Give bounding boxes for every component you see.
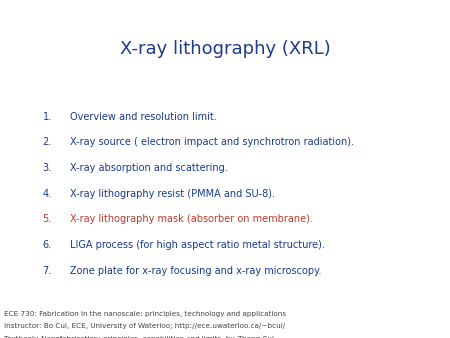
Text: Instructor: Bo Cui, ECE, University of Waterloo; http://ece.uwaterloo.ca/~bcui/: Instructor: Bo Cui, ECE, University of W… (4, 323, 286, 329)
Text: X-ray lithography (XRL): X-ray lithography (XRL) (120, 40, 330, 58)
Text: Zone plate for x-ray focusing and x-ray microscopy.: Zone plate for x-ray focusing and x-ray … (70, 266, 321, 276)
Text: 4.: 4. (43, 189, 52, 199)
Text: ECE 730: Fabrication in the nanoscale: principles, technology and applications: ECE 730: Fabrication in the nanoscale: p… (4, 311, 287, 317)
Text: 1.: 1. (43, 112, 52, 122)
Text: 7.: 7. (42, 266, 52, 276)
Text: X-ray source ( electron impact and synchrotron radiation).: X-ray source ( electron impact and synch… (70, 137, 354, 147)
Text: Textbook: Nanofabrication: principles, capabilities and limits, by Zheng Cui: Textbook: Nanofabrication: principles, c… (4, 336, 274, 338)
Text: 3.: 3. (43, 163, 52, 173)
Text: X-ray absorption and scattering.: X-ray absorption and scattering. (70, 163, 228, 173)
Text: 2.: 2. (42, 137, 52, 147)
Text: Overview and resolution limit.: Overview and resolution limit. (70, 112, 216, 122)
Text: LIGA process (for high aspect ratio metal structure).: LIGA process (for high aspect ratio meta… (70, 240, 324, 250)
Text: 6.: 6. (43, 240, 52, 250)
Text: X-ray lithography resist (PMMA and SU-8).: X-ray lithography resist (PMMA and SU-8)… (70, 189, 275, 199)
Text: X-ray lithography mask (absorber on membrane).: X-ray lithography mask (absorber on memb… (70, 214, 313, 224)
Text: 5.: 5. (42, 214, 52, 224)
